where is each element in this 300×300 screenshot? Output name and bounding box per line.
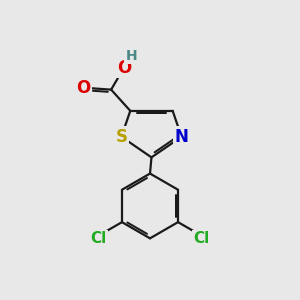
Text: O: O: [118, 58, 132, 76]
Text: Cl: Cl: [194, 231, 210, 246]
Text: S: S: [116, 128, 128, 146]
Text: O: O: [76, 79, 91, 97]
Text: H: H: [125, 49, 137, 63]
Text: N: N: [175, 128, 188, 146]
Text: Cl: Cl: [90, 231, 106, 246]
